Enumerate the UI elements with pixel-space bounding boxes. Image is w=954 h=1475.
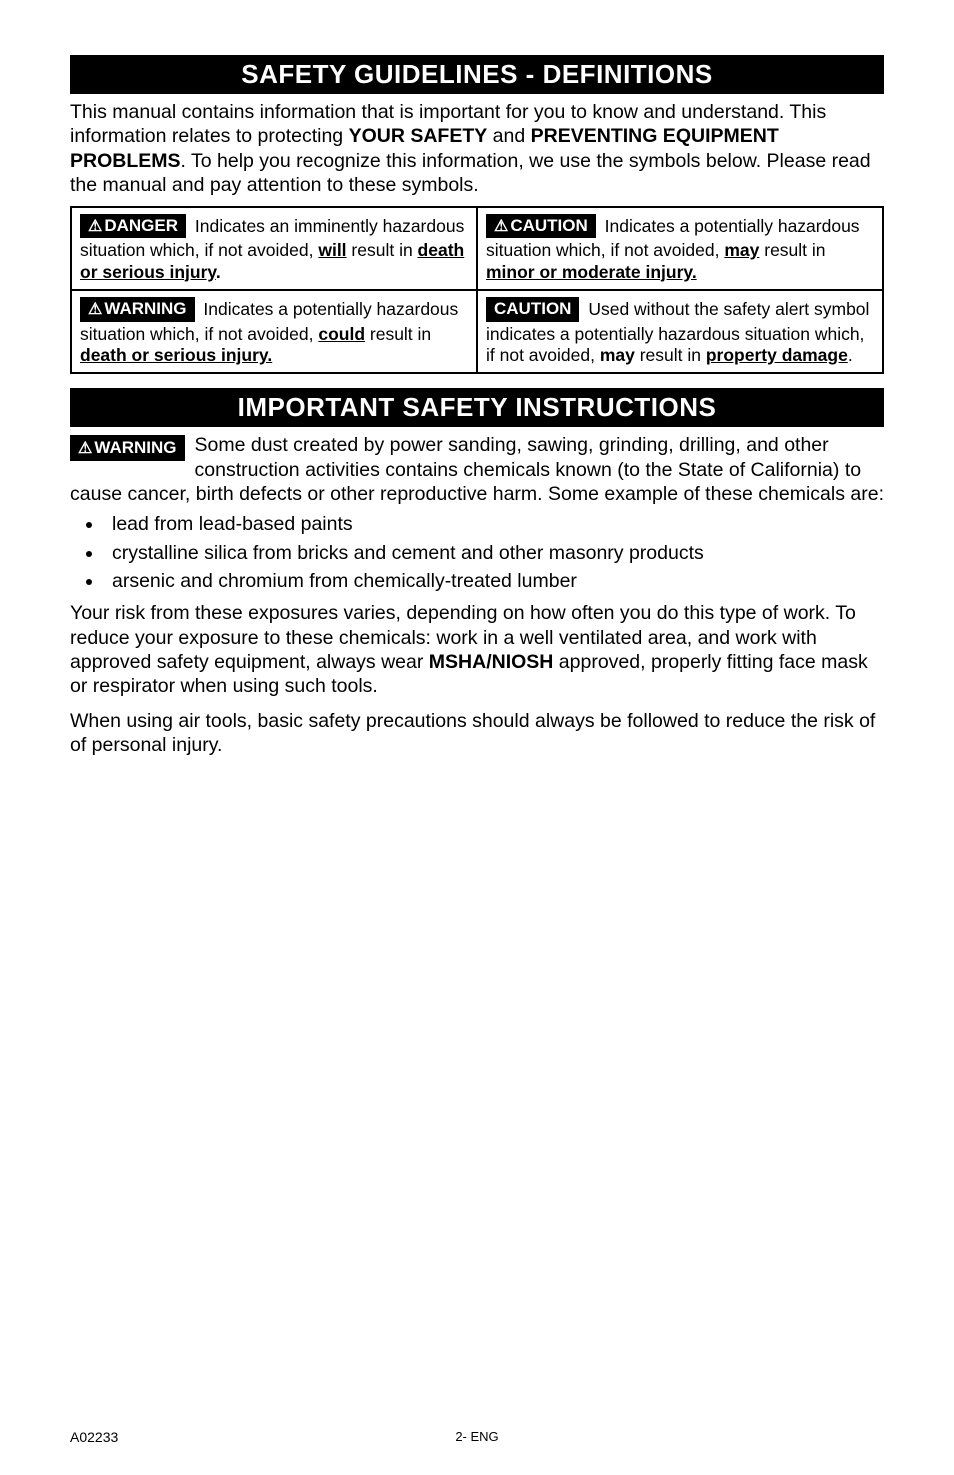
danger-badge-label: DANGER xyxy=(104,216,178,235)
warning-triangle-icon: ⚠ xyxy=(88,301,102,318)
safety-guidelines-header: SAFETY GUIDELINES - DEFINITIONS xyxy=(70,55,884,94)
caution-tri-cell: ⚠CAUTION Indicates a potentially hazardo… xyxy=(477,207,883,290)
warning-paragraph-1: ⚠WARNING Some dust created by power sand… xyxy=(70,433,884,506)
important-safety-header: IMPORTANT SAFETY INSTRUCTIONS xyxy=(70,388,884,427)
danger-cell: ⚠DANGER Indicates an imminently hazardou… xyxy=(71,207,477,290)
warning-triangle-icon: ⚠ xyxy=(78,440,92,457)
footer-page-number: 2- ENG xyxy=(70,1429,884,1444)
caution-plain-cell: CAUTION Used without the safety alert sy… xyxy=(477,290,883,373)
table-row: ⚠WARNING Indicates a potentially hazardo… xyxy=(71,290,883,373)
warning-triangle-icon: ⚠ xyxy=(494,218,508,235)
spacer xyxy=(70,374,884,388)
warning-badge-label: WARNING xyxy=(104,299,186,318)
section2-para3: When using air tools, basic safety preca… xyxy=(70,709,884,758)
caution-tri-badge-label: CAUTION xyxy=(510,216,587,235)
chemicals-list: lead from lead-based paints crystalline … xyxy=(70,510,884,595)
section2-warning-badge-label: WARNING xyxy=(94,438,176,457)
caution-plain-badge: CAUTION xyxy=(486,297,579,322)
table-row: ⚠DANGER Indicates an imminently hazardou… xyxy=(71,207,883,290)
list-item: arsenic and chromium from chemically-tre… xyxy=(104,567,884,595)
section2-para1-text: Some dust created by power sanding, sawi… xyxy=(70,434,884,505)
section2-warning-badge: ⚠WARNING xyxy=(70,435,185,461)
warning-cell: ⚠WARNING Indicates a potentially hazardo… xyxy=(71,290,477,373)
section2-para2: Your risk from these exposures varies, d… xyxy=(70,601,884,699)
intro-paragraph: This manual contains information that is… xyxy=(70,100,884,198)
definitions-table: ⚠DANGER Indicates an imminently hazardou… xyxy=(70,206,884,375)
warning-triangle-icon: ⚠ xyxy=(88,218,102,235)
warning-badge: ⚠WARNING xyxy=(80,297,195,322)
page-footer: A02233 2- ENG xyxy=(70,1429,884,1445)
list-item: lead from lead-based paints xyxy=(104,510,884,538)
caution-plain-badge-label: CAUTION xyxy=(494,299,571,318)
list-item: crystalline silica from bricks and cemen… xyxy=(104,539,884,567)
danger-badge: ⚠DANGER xyxy=(80,214,186,239)
page: SAFETY GUIDELINES - DEFINITIONS This man… xyxy=(0,0,954,1475)
caution-tri-badge: ⚠CAUTION xyxy=(486,214,596,239)
